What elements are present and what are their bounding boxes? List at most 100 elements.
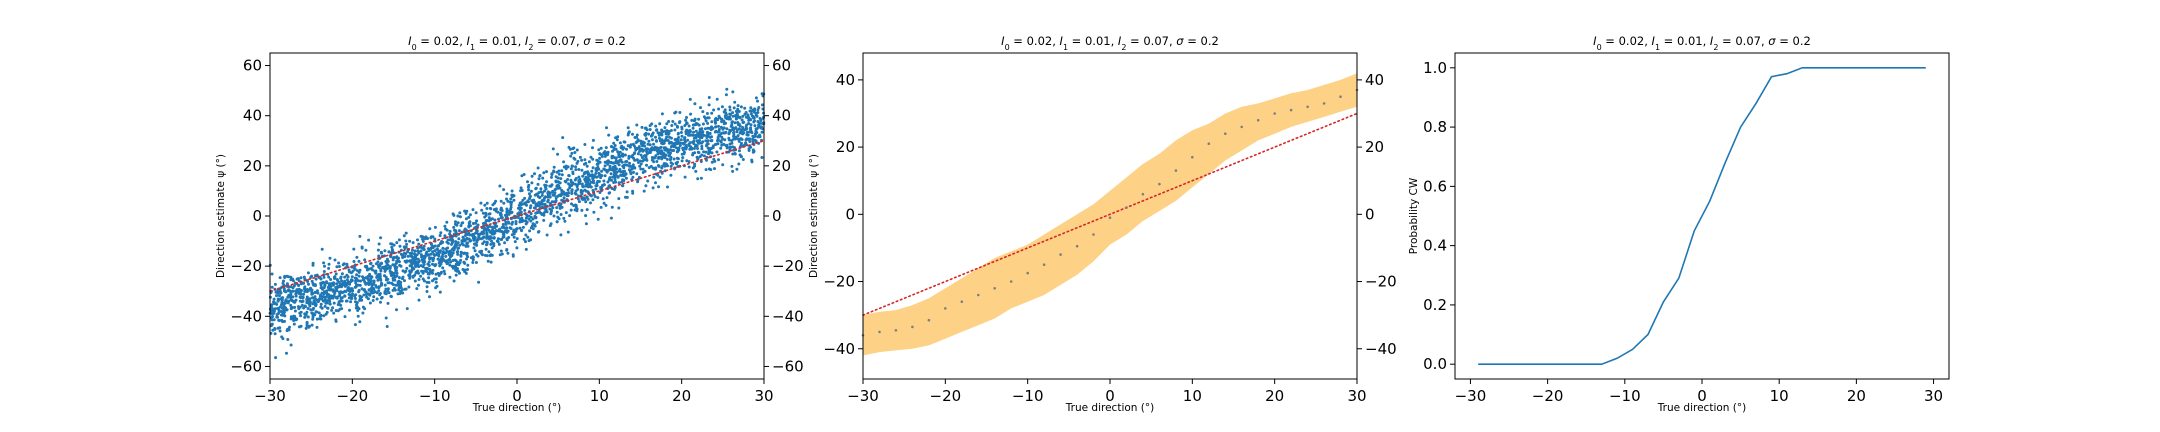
- y-tick-label: 0: [252, 207, 262, 225]
- scatter-point: [458, 271, 461, 275]
- scatter-point: [646, 179, 650, 183]
- scatter-point: [617, 206, 621, 210]
- scatter-point: [442, 251, 446, 255]
- scatter-point: [707, 167, 711, 171]
- scatter-point: [397, 238, 401, 242]
- scatter-point: [300, 289, 303, 292]
- scatter-point: [713, 143, 717, 146]
- scatter-point: [443, 272, 447, 276]
- scatter-point: [649, 164, 653, 168]
- scatter-point: [426, 237, 430, 240]
- scatter-point: [504, 221, 508, 224]
- scatter-point: [371, 264, 375, 268]
- scatter-point: [537, 201, 541, 204]
- scatter-point: [723, 138, 727, 142]
- scatter-point: [519, 201, 523, 205]
- scatter-point: [538, 195, 542, 199]
- scatter-point: [528, 206, 532, 210]
- scatter-point: [448, 229, 452, 233]
- scatter-point: [486, 219, 489, 222]
- scatter-point: [562, 196, 566, 200]
- scatter-point: [377, 242, 381, 246]
- scatter-point: [739, 155, 743, 159]
- scatter-point: [438, 234, 442, 237]
- scatter-point: [452, 225, 456, 229]
- scatter-point: [416, 246, 420, 250]
- scatter-point: [689, 112, 693, 116]
- scatter-point: [421, 239, 425, 243]
- scatter-point: [538, 210, 542, 214]
- scatter-point: [298, 299, 302, 303]
- scatter-point: [596, 217, 600, 221]
- scatter-point: [717, 158, 720, 162]
- scatter-point: [671, 162, 675, 166]
- scatter-point: [544, 187, 548, 191]
- scatter-point: [505, 197, 508, 201]
- scatter-point: [304, 313, 308, 317]
- scatter-point: [269, 305, 273, 309]
- scatter-point: [526, 199, 530, 203]
- scatter-point: [567, 191, 571, 195]
- scatter-point: [536, 166, 540, 170]
- scatter-point: [527, 214, 531, 218]
- scatter-point: [575, 161, 579, 165]
- scatter-point: [618, 150, 622, 154]
- scatter-point: [270, 312, 274, 316]
- scatter-point: [361, 311, 365, 315]
- scatter-point: [393, 263, 397, 267]
- scatter-point: [617, 181, 621, 185]
- scatter-point: [707, 152, 710, 156]
- scatter-point: [370, 282, 374, 286]
- scatter-point: [533, 193, 537, 197]
- scatter-point: [684, 132, 688, 136]
- scatter-point: [492, 208, 496, 212]
- x-tick-label: 0: [1697, 387, 1707, 405]
- scatter-point: [554, 179, 558, 183]
- scatter-point: [580, 168, 584, 172]
- scatter-point: [458, 261, 462, 265]
- scatter-point: [369, 267, 373, 270]
- scatter-point: [498, 253, 502, 257]
- scatter-point: [285, 351, 288, 355]
- scatter-point: [384, 316, 388, 320]
- scatter-point: [374, 262, 378, 266]
- scatter-point: [293, 309, 297, 313]
- scatter-point: [539, 187, 543, 191]
- scatter-point: [461, 268, 465, 271]
- scatter-point: [446, 246, 450, 250]
- scatter-point: [670, 124, 674, 127]
- scatter-point: [676, 125, 679, 129]
- scatter-point: [695, 144, 699, 148]
- scatter-point: [350, 296, 354, 300]
- scatter-point: [557, 217, 561, 221]
- scatter-point: [591, 138, 595, 142]
- scatter-point: [722, 126, 726, 130]
- mean-marker: [894, 329, 898, 332]
- scatter-point: [476, 254, 480, 258]
- scatter-point: [577, 168, 581, 171]
- scatter-point: [587, 160, 591, 164]
- scatter-point: [311, 296, 314, 300]
- scatter-point: [603, 152, 607, 156]
- x-tick-label: 30: [1347, 387, 1366, 405]
- scatter-point: [555, 206, 559, 210]
- scatter-point: [303, 289, 307, 293]
- scatter-point: [505, 248, 509, 251]
- scatter-point: [363, 258, 367, 262]
- scatter-point: [691, 140, 695, 144]
- scatter-point: [502, 226, 506, 230]
- scatter-point: [311, 317, 315, 321]
- scatter-point: [660, 133, 664, 137]
- scatter-point: [716, 139, 719, 143]
- scatter-point: [328, 302, 332, 306]
- scatter-point: [545, 180, 549, 184]
- scatter-point: [388, 265, 392, 269]
- scatter-point: [408, 272, 412, 275]
- scatter-point: [370, 287, 374, 291]
- scatter-point: [332, 311, 336, 315]
- scatter-point: [441, 246, 445, 250]
- scatter-point: [625, 147, 628, 151]
- scatter-point: [636, 152, 640, 156]
- scatter-point: [391, 283, 395, 286]
- x-tick-label: −20: [930, 387, 962, 405]
